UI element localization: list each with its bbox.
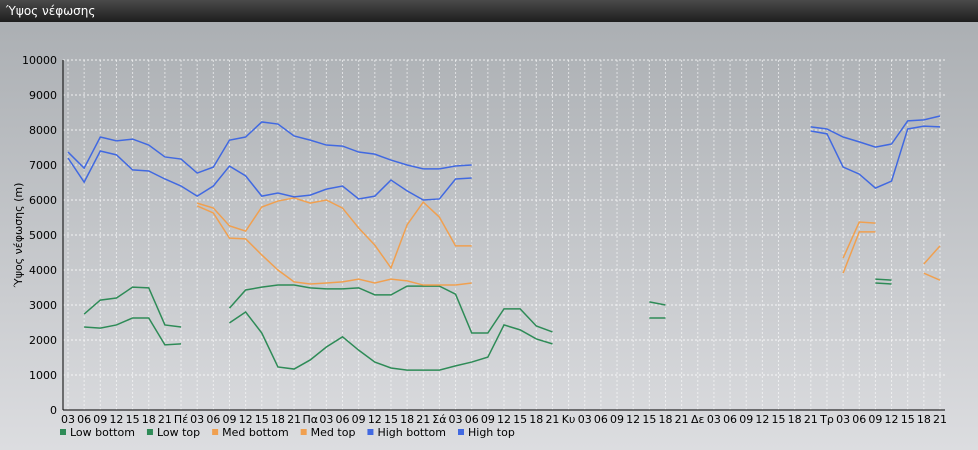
chart-title: Ύψος νέφωσης	[5, 4, 95, 18]
x-tick-label: 12	[368, 413, 382, 426]
x-tick-label: 03	[449, 413, 463, 426]
x-tick-label: 21	[675, 413, 689, 426]
x-tick-label: 21	[804, 413, 818, 426]
y-tick-label: 6000	[29, 194, 57, 207]
series-line	[67, 125, 941, 201]
y-tick-label: 0	[50, 404, 57, 417]
x-tick-label: 09	[610, 413, 624, 426]
legend-swatch	[212, 429, 219, 435]
x-tick-label: 03	[578, 413, 592, 426]
x-tick-label: 18	[658, 413, 672, 426]
x-tick-label: 21	[416, 413, 430, 426]
legend-swatch	[458, 429, 464, 435]
x-tick-label: 12	[109, 413, 123, 426]
title-bar	[0, 0, 978, 22]
x-tick-label: 21	[545, 413, 559, 426]
x-tick-label: Κυ	[562, 413, 576, 426]
y-tick-label: 9000	[29, 89, 57, 102]
legend-swatch	[146, 429, 153, 435]
x-tick-label: 06	[206, 413, 220, 426]
series-line	[196, 205, 941, 286]
x-tick-label: 09	[481, 413, 495, 426]
x-tick-label: 06	[852, 413, 866, 426]
x-tick-label: 15	[255, 413, 269, 426]
x-tick-label: 06	[336, 413, 350, 426]
x-tick-label: 15	[772, 413, 786, 426]
x-tick-label: 03	[707, 413, 721, 426]
x-tick-label: Πέ	[174, 413, 188, 426]
y-tick-label: 4000	[29, 264, 57, 277]
x-tick-label: 21	[933, 413, 947, 426]
y-tick-label: 8000	[29, 124, 57, 137]
x-tick-label: Δε	[691, 413, 705, 426]
x-tick-label: 15	[901, 413, 915, 426]
x-tick-label: 18	[917, 413, 931, 426]
x-tick-label: 03	[61, 413, 75, 426]
x-tick-label: Σά	[432, 413, 446, 426]
x-tick-label: 03	[836, 413, 850, 426]
x-tick-label: Πα	[302, 413, 318, 426]
x-tick-label: 09	[352, 413, 366, 426]
x-tick-label: 18	[529, 413, 543, 426]
series-line	[84, 282, 892, 371]
x-tick-label: 18	[400, 413, 414, 426]
y-tick-label: 1000	[29, 369, 57, 382]
series-line	[83, 278, 892, 334]
x-tick-label: Τρ	[819, 413, 834, 426]
x-tick-label: 12	[885, 413, 899, 426]
legend-label: High bottom	[377, 426, 446, 439]
x-tick-label: 06	[465, 413, 479, 426]
legend-swatch	[367, 429, 374, 435]
series-line	[196, 197, 941, 270]
x-tick-label: 21	[158, 413, 172, 426]
x-tick-label: 09	[868, 413, 882, 426]
x-tick-label: 03	[190, 413, 204, 426]
legend-label: Med top	[311, 426, 356, 439]
y-tick-label: 10000	[22, 54, 57, 67]
x-tick-label: 15	[384, 413, 398, 426]
legend-label: Med bottom	[222, 426, 289, 439]
x-tick-label: 15	[642, 413, 656, 426]
y-tick-label: 2000	[29, 334, 57, 347]
x-tick-label: 06	[77, 413, 91, 426]
x-tick-label: 18	[142, 413, 156, 426]
legend-label: High top	[468, 426, 515, 439]
x-tick-label: 12	[626, 413, 640, 426]
legend-swatch	[300, 429, 307, 435]
x-tick-label: 09	[222, 413, 236, 426]
x-tick-label: 21	[287, 413, 301, 426]
x-tick-label: 18	[788, 413, 802, 426]
x-tick-label: 09	[93, 413, 107, 426]
y-tick-label: 5000	[29, 229, 57, 242]
series-line	[67, 115, 941, 174]
x-tick-label: 15	[126, 413, 140, 426]
x-tick-label: 12	[239, 413, 253, 426]
x-tick-label: 09	[739, 413, 753, 426]
legend-label: Low bottom	[70, 426, 135, 439]
legend-swatch	[60, 429, 66, 435]
x-tick-label: 15	[513, 413, 527, 426]
x-tick-label: 12	[497, 413, 511, 426]
y-tick-label: 7000	[29, 159, 57, 172]
y-tick-label: 3000	[29, 299, 57, 312]
legend-label: Low top	[157, 426, 200, 439]
x-tick-label: 06	[594, 413, 608, 426]
x-tick-label: 18	[271, 413, 285, 426]
y-axis-label: Ύψος νέφωσης (m)	[12, 183, 25, 289]
x-tick-label: 12	[755, 413, 769, 426]
x-tick-label: 06	[723, 413, 737, 426]
x-tick-label: 03	[319, 413, 333, 426]
